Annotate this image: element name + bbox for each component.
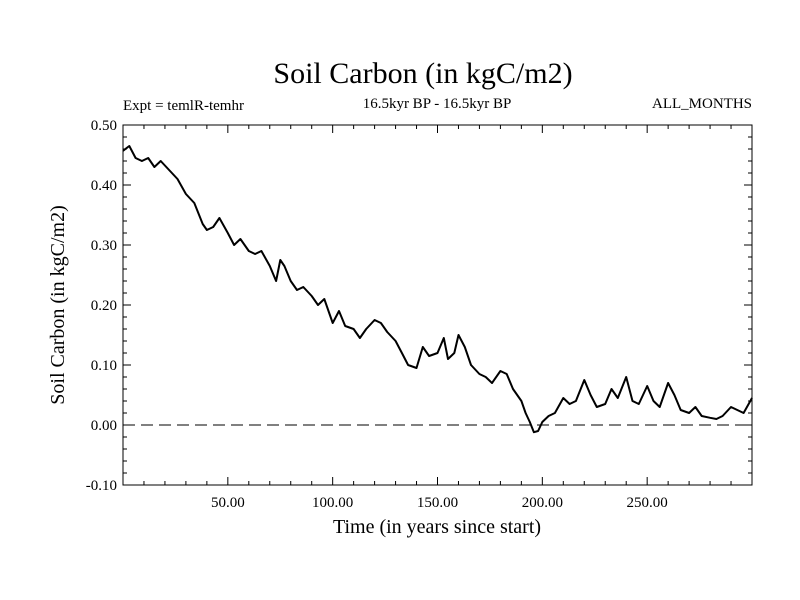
x-tick-label: 50.00: [211, 495, 245, 511]
months-label: ALL_MONTHS: [652, 96, 752, 112]
chart-subtitle: 16.5kyr BP - 16.5kyr BP: [363, 96, 512, 112]
y-tick-label: 0.30: [91, 238, 117, 254]
y-tick-label: -0.10: [86, 478, 117, 494]
x-tick-label: 100.00: [312, 495, 353, 511]
y-axis: -0.10 0.00 0.10 0.20 0.30 0.40 0.50: [86, 118, 752, 494]
y-tick-label: 0.40: [91, 178, 117, 194]
x-axis-label: Time (in years since start): [333, 516, 541, 538]
y-tick-label: 0.00: [91, 418, 117, 434]
y-tick-label: 0.50: [91, 118, 117, 134]
x-axis: 50.00 100.00 150.00 200.00 250.00: [143, 125, 732, 511]
expt-label: Expt = temlR-temhr: [123, 98, 244, 114]
x-tick-label: 150.00: [417, 495, 458, 511]
plot-frame: [122, 124, 753, 486]
plot-area: [122, 124, 753, 486]
x-tick-label: 200.00: [522, 495, 563, 511]
soil-carbon-series-line: [122, 145, 753, 434]
y-tick-label: 0.20: [91, 298, 117, 314]
y-tick-label: 0.10: [91, 358, 117, 374]
y-axis-label: Soil Carbon (in kgC/m2): [47, 205, 69, 404]
chart-title: Soil Carbon (in kgC/m2): [273, 57, 572, 90]
x-tick-label: 250.00: [627, 495, 668, 511]
